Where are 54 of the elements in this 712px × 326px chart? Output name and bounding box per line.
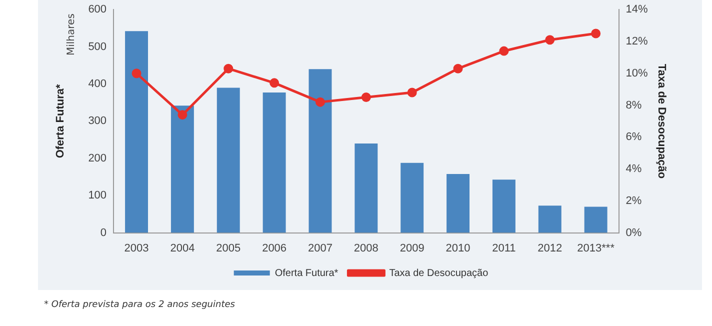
- bar: [170, 106, 194, 233]
- x-tick-label: 2009: [400, 242, 424, 254]
- bar: [538, 206, 562, 233]
- text: * Oferta prevista para os 2 anos seguintes: [44, 300, 235, 310]
- y2-tick-label: 14%: [626, 4, 648, 16]
- y-tick-label: 100: [88, 190, 107, 202]
- x-tick-label: 2012: [538, 242, 562, 254]
- x-tick-label: 2004: [170, 242, 195, 254]
- y2-tick-label: 6%: [626, 131, 642, 144]
- legend-label: Oferta Futura*: [274, 268, 338, 279]
- point: [224, 64, 234, 74]
- y-tick-label: 300: [88, 115, 107, 128]
- bar: [492, 180, 516, 233]
- x-tick-label: 2007: [308, 242, 332, 254]
- y2-tick-label: 0%: [626, 226, 642, 239]
- y-tick-label: 200: [88, 152, 107, 164]
- point: [178, 110, 188, 120]
- x-tick-label: 2013***: [577, 242, 616, 254]
- y-axis-title: Oferta Futura*: [54, 84, 67, 158]
- point: [132, 68, 142, 78]
- bar: [354, 144, 378, 233]
- y2-tick-label: 2%: [626, 194, 642, 207]
- point: [407, 88, 417, 98]
- point: [315, 97, 325, 107]
- bar: [216, 88, 240, 233]
- x-tick-label: 2011: [492, 242, 516, 254]
- legend-label: Taxa de Desocupação: [389, 268, 489, 279]
- text: Milhares: [66, 14, 78, 56]
- bar: [584, 206, 608, 233]
- bar: [400, 162, 424, 233]
- point: [361, 92, 371, 102]
- bar: [125, 31, 148, 233]
- y2-tick-label: 8%: [626, 99, 642, 112]
- bar: [446, 174, 470, 233]
- x-tick-label: 2006: [262, 242, 287, 254]
- point: [591, 28, 601, 38]
- y2-tick-label: 10%: [626, 67, 648, 80]
- x-tick-label: 2005: [216, 242, 241, 254]
- point: [545, 35, 555, 45]
- point: [499, 46, 509, 56]
- y-tick-label: 400: [88, 78, 107, 90]
- y-tick-label: 600: [88, 4, 107, 16]
- bar: [262, 92, 286, 233]
- y-tick-label: 0: [100, 226, 107, 239]
- bar: [308, 69, 332, 233]
- x-tick-label: 2003: [124, 242, 149, 254]
- point: [453, 64, 463, 74]
- y2-axis-title: Taxa de Desocupação: [655, 64, 668, 179]
- y-tick-label: 500: [88, 40, 107, 53]
- y2-tick-label: 12%: [626, 36, 648, 48]
- y2-tick-label: 4%: [626, 163, 642, 176]
- x-tick-label: 2010: [446, 242, 470, 254]
- x-tick-label: 2008: [354, 242, 378, 254]
- point: [270, 78, 280, 88]
